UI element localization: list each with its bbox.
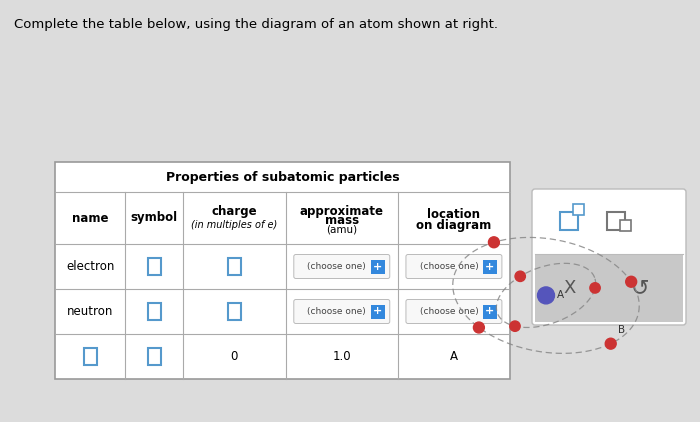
- Text: approximate: approximate: [300, 205, 384, 217]
- Circle shape: [510, 321, 520, 331]
- FancyBboxPatch shape: [535, 254, 683, 322]
- Text: charge: charge: [211, 206, 257, 219]
- FancyBboxPatch shape: [406, 300, 502, 324]
- FancyBboxPatch shape: [483, 260, 497, 273]
- Text: symbol: symbol: [131, 211, 178, 225]
- Text: +: +: [485, 262, 494, 271]
- Text: ↺: ↺: [631, 278, 650, 298]
- FancyBboxPatch shape: [228, 258, 241, 275]
- FancyBboxPatch shape: [560, 212, 578, 230]
- FancyBboxPatch shape: [294, 300, 390, 324]
- Circle shape: [626, 276, 637, 287]
- Text: location: location: [428, 208, 480, 221]
- Text: +: +: [373, 306, 382, 316]
- Text: (in multiples of e): (in multiples of e): [191, 220, 278, 230]
- Text: name: name: [72, 211, 108, 225]
- Text: (choose one): (choose one): [419, 262, 478, 271]
- Text: 1.0: 1.0: [332, 350, 351, 363]
- Text: B: B: [618, 325, 625, 335]
- Text: +: +: [373, 262, 382, 271]
- Text: Complete the table below, using the diagram of an atom shown at right.: Complete the table below, using the diag…: [14, 18, 498, 31]
- Text: A: A: [557, 290, 564, 300]
- Text: +: +: [485, 306, 494, 316]
- Text: mass: mass: [325, 214, 359, 227]
- Text: 0: 0: [231, 350, 238, 363]
- FancyBboxPatch shape: [148, 303, 161, 320]
- Text: neutron: neutron: [67, 305, 113, 318]
- FancyBboxPatch shape: [620, 220, 631, 231]
- Text: (choose one): (choose one): [307, 307, 366, 316]
- Circle shape: [538, 287, 554, 304]
- Text: Properties of subatomic particles: Properties of subatomic particles: [166, 170, 399, 184]
- FancyBboxPatch shape: [148, 258, 161, 275]
- FancyBboxPatch shape: [532, 189, 686, 325]
- FancyBboxPatch shape: [228, 303, 241, 320]
- FancyBboxPatch shape: [84, 348, 97, 365]
- Circle shape: [473, 322, 484, 333]
- Circle shape: [489, 237, 499, 248]
- Text: A: A: [450, 350, 458, 363]
- Circle shape: [590, 283, 600, 293]
- Text: electron: electron: [66, 260, 114, 273]
- Circle shape: [606, 338, 616, 349]
- FancyBboxPatch shape: [406, 254, 502, 279]
- FancyBboxPatch shape: [573, 204, 584, 215]
- Text: X: X: [564, 279, 576, 297]
- FancyBboxPatch shape: [294, 254, 390, 279]
- FancyBboxPatch shape: [607, 212, 625, 230]
- Text: (choose one): (choose one): [307, 262, 366, 271]
- Circle shape: [515, 271, 526, 281]
- Text: (amu): (amu): [326, 224, 357, 234]
- FancyBboxPatch shape: [371, 260, 385, 273]
- FancyBboxPatch shape: [371, 305, 385, 319]
- FancyBboxPatch shape: [483, 305, 497, 319]
- Text: on diagram: on diagram: [416, 219, 491, 232]
- FancyBboxPatch shape: [55, 162, 510, 379]
- Text: (choose one): (choose one): [419, 307, 478, 316]
- FancyBboxPatch shape: [148, 348, 161, 365]
